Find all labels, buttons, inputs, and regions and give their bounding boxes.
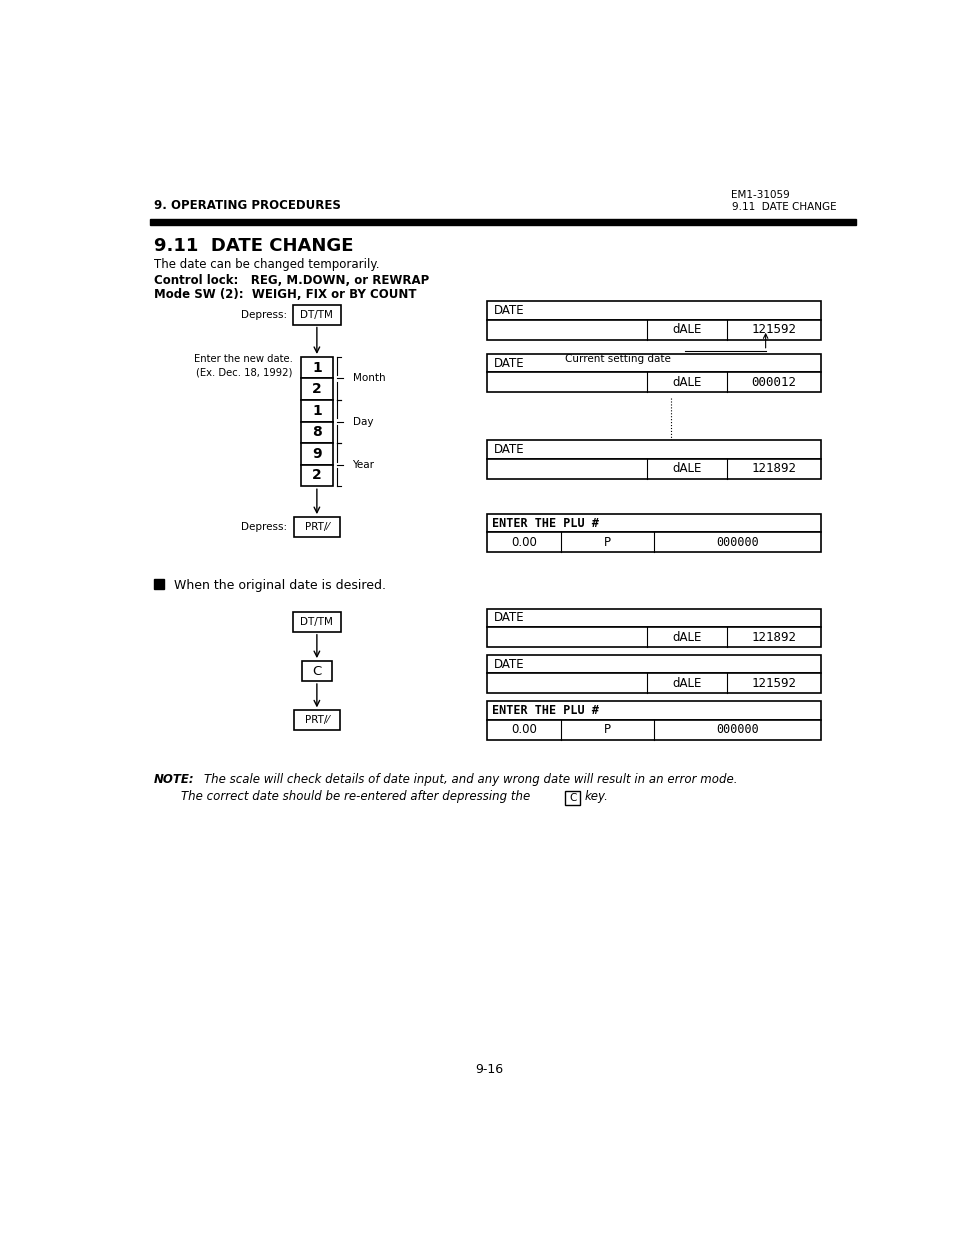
Text: 121592: 121592 <box>751 677 796 690</box>
Bar <box>487 440 820 458</box>
Text: 000000: 000000 <box>715 722 758 736</box>
Text: NOTE:: NOTE: <box>154 773 194 785</box>
Text: DATE: DATE <box>493 304 523 317</box>
Text: (Ex. Dec. 18, 1992): (Ex. Dec. 18, 1992) <box>196 368 293 378</box>
Text: EM1-31059: EM1-31059 <box>731 190 789 200</box>
Bar <box>487 320 820 340</box>
Bar <box>487 353 820 372</box>
Bar <box>487 458 820 478</box>
Text: 1: 1 <box>312 404 321 417</box>
Bar <box>293 305 340 325</box>
Text: Current setting date: Current setting date <box>564 353 670 364</box>
Text: DATE: DATE <box>493 357 523 369</box>
Bar <box>293 611 340 632</box>
Text: dALE: dALE <box>672 631 701 643</box>
Text: dALE: dALE <box>672 677 701 690</box>
Text: PRT/⁄: PRT/⁄ <box>305 522 329 532</box>
Bar <box>300 378 333 400</box>
Text: 2: 2 <box>312 382 321 396</box>
Bar <box>300 400 333 421</box>
Bar <box>487 514 820 532</box>
Text: C: C <box>568 793 576 803</box>
Text: dALE: dALE <box>672 462 701 475</box>
Bar <box>564 792 579 805</box>
Text: 1: 1 <box>312 361 321 374</box>
Text: 9: 9 <box>312 447 321 461</box>
Bar <box>487 720 820 740</box>
Text: The correct date should be re-entered after depressing the: The correct date should be re-entered af… <box>181 789 530 803</box>
Text: ENTER THE PLU #: ENTER THE PLU # <box>492 516 598 530</box>
Text: 9.11  DATE CHANGE: 9.11 DATE CHANGE <box>154 237 354 254</box>
Text: Depress:: Depress: <box>240 310 286 320</box>
Text: Depress:: Depress: <box>241 522 287 532</box>
Text: dALE: dALE <box>672 375 701 389</box>
Bar <box>487 701 820 720</box>
Text: 2: 2 <box>312 468 321 483</box>
Text: C: C <box>312 664 321 678</box>
Bar <box>300 443 333 464</box>
Text: Control lock:   REG, M.DOWN, or REWRAP: Control lock: REG, M.DOWN, or REWRAP <box>154 274 429 287</box>
Bar <box>487 301 820 320</box>
Text: DATE: DATE <box>493 657 523 671</box>
Text: 9.11  DATE CHANGE: 9.11 DATE CHANGE <box>731 203 835 212</box>
Text: 0.00: 0.00 <box>511 722 537 736</box>
Text: DATE: DATE <box>493 611 523 625</box>
Text: PRT/⁄: PRT/⁄ <box>305 715 329 725</box>
Text: key.: key. <box>584 789 608 803</box>
Bar <box>487 372 820 393</box>
Bar <box>302 661 332 680</box>
Text: Month: Month <box>353 373 385 383</box>
Bar <box>487 673 820 693</box>
Text: Mode SW (2):  WEIGH, FIX or BY COUNT: Mode SW (2): WEIGH, FIX or BY COUNT <box>154 288 416 300</box>
Text: The date can be changed temporarily.: The date can be changed temporarily. <box>154 258 379 272</box>
Bar <box>487 609 820 627</box>
Text: ENTER THE PLU #: ENTER THE PLU # <box>492 704 598 716</box>
Bar <box>294 710 340 730</box>
Bar <box>300 421 333 443</box>
Text: Day: Day <box>353 416 373 426</box>
Text: 9-16: 9-16 <box>475 1063 502 1076</box>
Text: 121592: 121592 <box>751 324 796 336</box>
Text: 000000: 000000 <box>715 536 758 548</box>
Text: 9. OPERATING PROCEDURES: 9. OPERATING PROCEDURES <box>154 199 340 212</box>
Bar <box>294 517 340 537</box>
Text: 121892: 121892 <box>751 462 796 475</box>
Text: 0.00: 0.00 <box>511 536 537 548</box>
Bar <box>150 220 855 225</box>
Text: 121892: 121892 <box>751 631 796 643</box>
Bar <box>487 627 820 647</box>
Bar <box>154 579 164 589</box>
Text: When the original date is desired.: When the original date is desired. <box>173 579 385 593</box>
Text: 000012: 000012 <box>751 375 796 389</box>
Bar <box>487 655 820 673</box>
Text: Enter the new date.: Enter the new date. <box>193 353 293 364</box>
Text: Year: Year <box>353 459 375 469</box>
Text: P: P <box>603 722 610 736</box>
Text: The scale will check details of date input, and any wrong date will result in an: The scale will check details of date inp… <box>204 773 738 785</box>
Text: dALE: dALE <box>672 324 701 336</box>
Text: DT/TM: DT/TM <box>300 310 333 320</box>
Bar <box>300 357 333 378</box>
Text: 8: 8 <box>312 425 321 440</box>
Bar <box>300 464 333 487</box>
Text: P: P <box>603 536 610 548</box>
Text: DT/TM: DT/TM <box>300 616 333 626</box>
Text: DATE: DATE <box>493 443 523 456</box>
Bar <box>487 532 820 552</box>
